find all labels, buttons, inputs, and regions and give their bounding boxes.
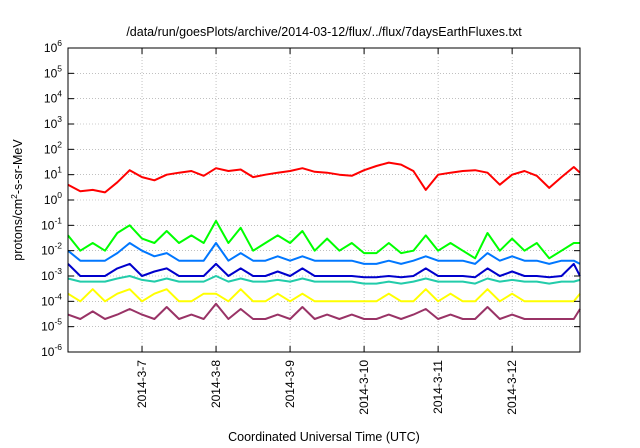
y-tick-label: 101 xyxy=(44,165,62,182)
y-tick-label: 10-6 xyxy=(41,342,62,359)
y-axis-ticks: 10-6 10-5 10-4 10-3 10-2 10-1 100 101 102 103 104 1… xyxy=(41,38,580,359)
series-line xyxy=(67,288,581,303)
x-tick-label: 2014-3-11 xyxy=(431,360,445,414)
y-tick-label: 10-5 xyxy=(41,317,62,334)
x-axis-label: Coordinated Universal Time (UTC) xyxy=(228,430,420,444)
y-tick-label: 10-2 xyxy=(41,241,62,258)
y-axis-label: protons/cm2-s-sr-MeV xyxy=(9,139,25,261)
series-line xyxy=(67,302,581,320)
chart-title: /data/run/goesPlots/archive/2014-03-12/f… xyxy=(126,25,522,39)
x-tick-label: 2014-3-7 xyxy=(135,360,149,408)
x-tick-label: 2014-3-12 xyxy=(505,360,519,415)
series-line xyxy=(67,275,581,285)
x-tick-label: 2014-3-10 xyxy=(357,360,371,415)
series-line xyxy=(67,161,581,194)
y-tick-label: 104 xyxy=(44,89,62,106)
y-tick-label: 10-3 xyxy=(41,266,62,283)
series-line xyxy=(67,219,580,260)
x-tick-label: 2014-3-9 xyxy=(283,360,297,408)
x-axis-ticks: 2014-3-7 2014-3-8 2014-3-9 2014-3-10 2014-3-… xyxy=(135,48,519,415)
y-tick-label: 106 xyxy=(44,38,62,55)
y-tick-label: 103 xyxy=(44,114,62,131)
series-line xyxy=(67,242,581,265)
x-tick-label: 2014-3-8 xyxy=(209,360,223,408)
series-line xyxy=(67,262,581,279)
y-tick-label: 10-1 xyxy=(41,215,62,232)
y-tick-label: 100 xyxy=(44,190,62,207)
y-tick-label: 105 xyxy=(44,63,62,80)
series-lines xyxy=(67,161,581,320)
gridlines xyxy=(68,48,580,352)
y-tick-label: 10-4 xyxy=(41,291,62,308)
y-tick-label: 102 xyxy=(44,139,62,156)
